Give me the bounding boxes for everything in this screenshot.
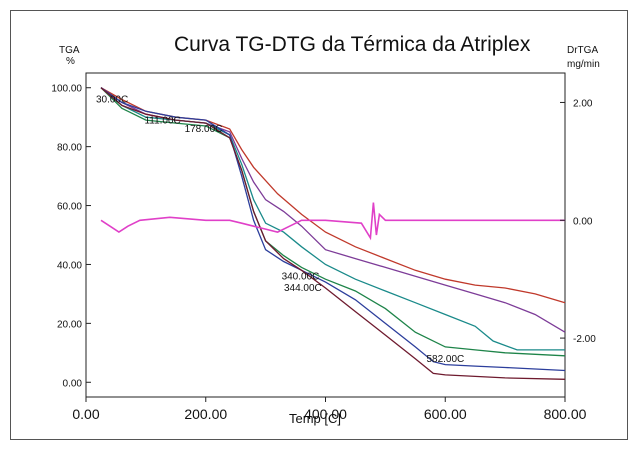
annotation-label: 344.00C — [284, 283, 322, 294]
series-line-5 — [100, 87, 566, 380]
annotation-label: 30.00C — [96, 95, 128, 106]
y-tick-label: 80.00 — [57, 143, 82, 154]
y2-tick-label: 0.00 — [573, 216, 593, 227]
series-layer — [100, 87, 566, 380]
y-tick-label: 100.00 — [51, 84, 82, 95]
y-tick-label: 20.00 — [57, 319, 82, 330]
annotation-label: 340.00C — [282, 271, 320, 282]
x-tick-label: 400.00 — [304, 406, 347, 422]
y-tick-label: 0.00 — [63, 378, 83, 389]
tg-dtg-chart: Curva TG-DTG da Térmica da Atriplex TGA … — [51, 33, 600, 426]
series-line-6 — [100, 202, 565, 241]
annotation-label: 111.00C — [144, 115, 180, 126]
x-tick-label: 800.00 — [544, 406, 587, 422]
left-axis-label: TGA — [59, 45, 80, 56]
x-axis-label: Temp [C] — [289, 411, 341, 426]
annotation-label: 582.00C — [426, 354, 464, 365]
series-line-2 — [100, 87, 565, 351]
series-line-3 — [100, 87, 566, 357]
y2-tick-label: -2.00 — [573, 334, 596, 345]
axis-layer: 0.00 200.00 400.00 600.00 800.00 0.00 20.00 40.… — [51, 84, 596, 422]
annotation-label: 178.00C — [185, 124, 223, 135]
y-tick-label: 40.00 — [57, 260, 82, 271]
chart-title: Curva TG-DTG da Térmica da Atriplex — [174, 33, 531, 56]
x-tick-label: 200.00 — [184, 406, 227, 422]
y2-tick-label: 2.00 — [573, 98, 593, 109]
x-tick-label: 600.00 — [424, 406, 467, 422]
x-tick-label: 0.00 — [72, 406, 99, 422]
series-line-4 — [100, 87, 566, 372]
y-tick-label: 60.00 — [57, 202, 82, 213]
chart-frame: Curva TG-DTG da Térmica da Atriplex TGA … — [10, 10, 628, 440]
right-axis-label: DrTGA — [567, 45, 598, 56]
left-axis-unit: % — [66, 56, 75, 67]
right-axis-unit: mg/min — [567, 59, 600, 70]
